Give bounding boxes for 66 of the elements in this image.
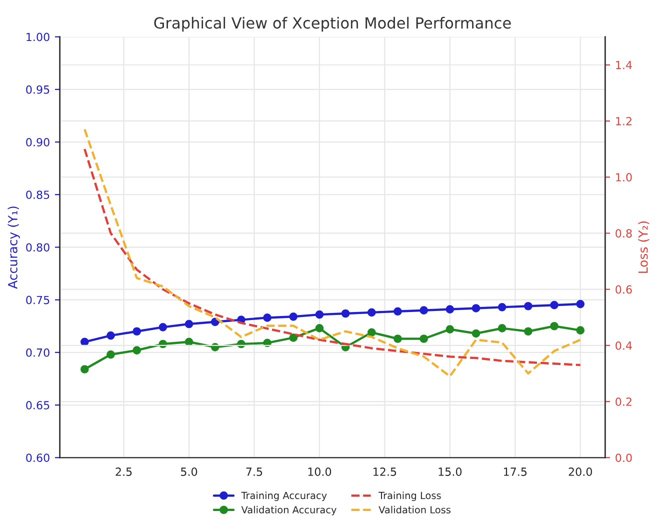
point bbox=[80, 365, 89, 374]
point bbox=[184, 320, 194, 328]
chart-title: Graphical View of Xception Model Performance bbox=[154, 16, 511, 32]
y2-tick-label: 0.8 bbox=[616, 229, 632, 238]
point bbox=[289, 334, 298, 342]
point bbox=[341, 309, 350, 318]
y2-tick-label: 0.4 bbox=[616, 341, 632, 350]
point bbox=[576, 326, 585, 334]
point bbox=[289, 312, 298, 321]
y-tick-label: 0.60 bbox=[26, 454, 50, 462]
x-tick-label: 2.5 bbox=[116, 468, 132, 476]
point bbox=[550, 300, 558, 310]
y2-tick-label: 1.0 bbox=[616, 173, 632, 182]
x-tick-label: 17.5 bbox=[504, 468, 527, 476]
legend-label: Validation Accuracy bbox=[241, 506, 336, 516]
y-tick-label: 0.65 bbox=[26, 400, 50, 410]
y-tick-label: 0.95 bbox=[26, 85, 50, 94]
point bbox=[498, 303, 506, 312]
x-tick-label: 20.0 bbox=[568, 468, 592, 476]
point bbox=[80, 338, 89, 346]
point bbox=[446, 305, 454, 314]
point bbox=[132, 346, 141, 354]
y-tick-label: 0.75 bbox=[26, 296, 50, 304]
point bbox=[106, 331, 115, 340]
point bbox=[498, 324, 506, 332]
point bbox=[472, 304, 480, 312]
y-tick-label: 0.80 bbox=[26, 243, 50, 252]
y-tick-label: 0.85 bbox=[26, 190, 50, 199]
legend-label: Training Accuracy bbox=[241, 492, 327, 502]
point bbox=[367, 308, 376, 317]
point bbox=[472, 329, 480, 338]
point bbox=[550, 322, 558, 330]
point bbox=[184, 338, 194, 346]
point bbox=[315, 324, 324, 332]
x-tick-label: 10.0 bbox=[308, 468, 332, 476]
x-tick-label: 12.5 bbox=[374, 468, 396, 476]
point bbox=[158, 323, 168, 332]
point bbox=[524, 302, 532, 310]
y2-tick-label: 1.4 bbox=[616, 60, 632, 70]
y2-tick-label: 0.2 bbox=[616, 397, 632, 406]
y2-tick-label: 0.0 bbox=[616, 454, 632, 462]
point bbox=[394, 307, 402, 316]
y-axis-title: Accuracy (Y₁) bbox=[8, 206, 20, 289]
y2-tick-label: 0.6 bbox=[616, 285, 632, 294]
point bbox=[106, 350, 115, 359]
point bbox=[446, 325, 454, 334]
point bbox=[524, 327, 532, 336]
point bbox=[210, 318, 220, 326]
x-tick-label: 15.0 bbox=[438, 468, 462, 476]
y-tick-label: 0.90 bbox=[26, 138, 50, 146]
point bbox=[132, 327, 141, 336]
point bbox=[394, 334, 402, 343]
point bbox=[420, 306, 428, 315]
y2-axis-title: Loss (Y₂) bbox=[638, 221, 650, 273]
y-tick-label: 0.70 bbox=[26, 348, 50, 357]
legend-label: Training Loss bbox=[378, 492, 441, 502]
point bbox=[367, 328, 376, 337]
point bbox=[576, 300, 585, 308]
point bbox=[315, 310, 324, 319]
y2-tick-label: 1.2 bbox=[616, 116, 632, 126]
y-tick-label: 1.00 bbox=[26, 32, 50, 42]
point bbox=[420, 334, 428, 343]
x-tick-label: 7.5 bbox=[246, 468, 262, 476]
x-tick-label: 5.0 bbox=[181, 468, 198, 476]
legend-label: Validation Loss bbox=[378, 506, 450, 514]
point bbox=[263, 314, 272, 322]
